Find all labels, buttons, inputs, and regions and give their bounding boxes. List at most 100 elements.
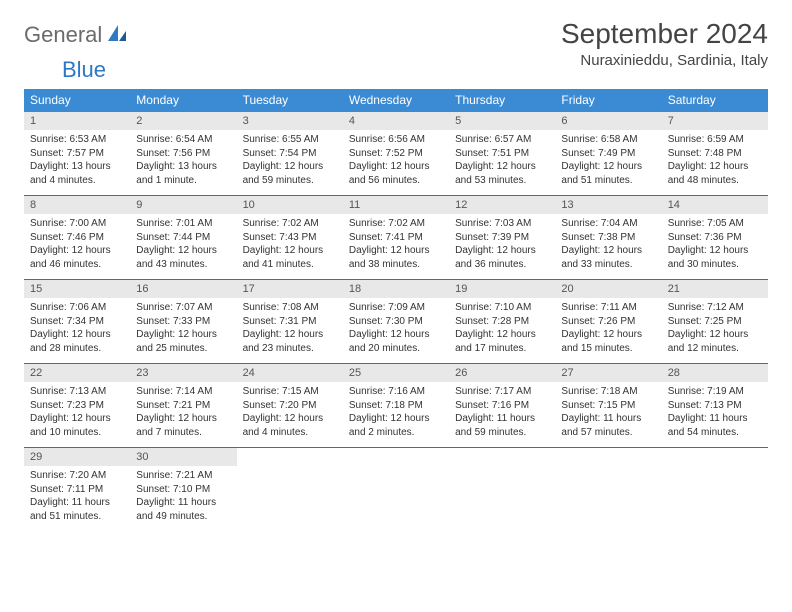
day-cell: Sunrise: 7:00 AMSunset: 7:46 PMDaylight:… — [24, 214, 130, 280]
sunset-text: Sunset: 7:23 PM — [30, 399, 124, 413]
dow-monday: Monday — [130, 89, 236, 112]
daylight-text: Daylight: 12 hours and 28 minutes. — [30, 328, 124, 355]
day-number: 24 — [237, 364, 343, 383]
sunrise-text: Sunrise: 6:58 AM — [561, 133, 655, 147]
day-number: 26 — [449, 364, 555, 383]
day-cell: Sunrise: 7:10 AMSunset: 7:28 PMDaylight:… — [449, 298, 555, 364]
week-data-row: Sunrise: 7:20 AMSunset: 7:11 PMDaylight:… — [24, 466, 768, 531]
week-daynum-row: 2930 — [24, 448, 768, 467]
week-daynum-row: 22232425262728 — [24, 364, 768, 383]
daylight-text: Daylight: 12 hours and 53 minutes. — [455, 160, 549, 187]
empty-cell — [662, 448, 768, 467]
daylight-text: Daylight: 12 hours and 4 minutes. — [243, 412, 337, 439]
day-cell: Sunrise: 7:01 AMSunset: 7:44 PMDaylight:… — [130, 214, 236, 280]
day-cell: Sunrise: 7:21 AMSunset: 7:10 PMDaylight:… — [130, 466, 236, 531]
brand-text-part2: Blue — [62, 57, 106, 82]
brand-text-part2-wrap: Blue — [62, 57, 792, 83]
sunrise-text: Sunrise: 7:01 AM — [136, 217, 230, 231]
sunrise-text: Sunrise: 7:08 AM — [243, 301, 337, 315]
day-number: 12 — [449, 196, 555, 215]
dow-thursday: Thursday — [449, 89, 555, 112]
sunrise-text: Sunrise: 7:21 AM — [136, 469, 230, 483]
sunset-text: Sunset: 7:34 PM — [30, 315, 124, 329]
day-number: 13 — [555, 196, 661, 215]
day-number: 15 — [24, 280, 130, 299]
day-cell: Sunrise: 7:13 AMSunset: 7:23 PMDaylight:… — [24, 382, 130, 448]
empty-cell — [343, 448, 449, 467]
sunrise-text: Sunrise: 6:53 AM — [30, 133, 124, 147]
daylight-text: Daylight: 13 hours and 1 minute. — [136, 160, 230, 187]
day-number: 7 — [662, 112, 768, 130]
sunrise-text: Sunrise: 7:09 AM — [349, 301, 443, 315]
daylight-text: Daylight: 11 hours and 59 minutes. — [455, 412, 549, 439]
day-number: 6 — [555, 112, 661, 130]
sunset-text: Sunset: 7:39 PM — [455, 231, 549, 245]
day-number: 18 — [343, 280, 449, 299]
daylight-text: Daylight: 12 hours and 10 minutes. — [30, 412, 124, 439]
brand-logo: General — [24, 18, 130, 48]
week-daynum-row: 891011121314 — [24, 196, 768, 215]
sunrise-text: Sunrise: 6:54 AM — [136, 133, 230, 147]
sunrise-text: Sunrise: 7:03 AM — [455, 217, 549, 231]
day-number: 22 — [24, 364, 130, 383]
empty-cell — [555, 448, 661, 467]
sunset-text: Sunset: 7:15 PM — [561, 399, 655, 413]
day-cell: Sunrise: 7:07 AMSunset: 7:33 PMDaylight:… — [130, 298, 236, 364]
sunset-text: Sunset: 7:51 PM — [455, 147, 549, 161]
sunrise-text: Sunrise: 7:05 AM — [668, 217, 762, 231]
daylight-text: Daylight: 13 hours and 4 minutes. — [30, 160, 124, 187]
day-number: 17 — [237, 280, 343, 299]
sunset-text: Sunset: 7:54 PM — [243, 147, 337, 161]
empty-cell — [662, 466, 768, 531]
daylight-text: Daylight: 12 hours and 38 minutes. — [349, 244, 443, 271]
sunset-text: Sunset: 7:56 PM — [136, 147, 230, 161]
daylight-text: Daylight: 11 hours and 54 minutes. — [668, 412, 762, 439]
dow-tuesday: Tuesday — [237, 89, 343, 112]
sunset-text: Sunset: 7:44 PM — [136, 231, 230, 245]
sunrise-text: Sunrise: 7:13 AM — [30, 385, 124, 399]
sunset-text: Sunset: 7:48 PM — [668, 147, 762, 161]
day-cell: Sunrise: 6:59 AMSunset: 7:48 PMDaylight:… — [662, 130, 768, 196]
sunset-text: Sunset: 7:36 PM — [668, 231, 762, 245]
sunrise-text: Sunrise: 7:19 AM — [668, 385, 762, 399]
day-number: 27 — [555, 364, 661, 383]
daylight-text: Daylight: 12 hours and 20 minutes. — [349, 328, 443, 355]
day-number: 16 — [130, 280, 236, 299]
sunset-text: Sunset: 7:31 PM — [243, 315, 337, 329]
sunrise-text: Sunrise: 7:02 AM — [243, 217, 337, 231]
day-number: 20 — [555, 280, 661, 299]
sunrise-text: Sunrise: 7:16 AM — [349, 385, 443, 399]
daylight-text: Daylight: 12 hours and 56 minutes. — [349, 160, 443, 187]
daylight-text: Daylight: 12 hours and 43 minutes. — [136, 244, 230, 271]
sunset-text: Sunset: 7:13 PM — [668, 399, 762, 413]
sunrise-text: Sunrise: 6:59 AM — [668, 133, 762, 147]
daylight-text: Daylight: 12 hours and 2 minutes. — [349, 412, 443, 439]
week-data-row: Sunrise: 6:53 AMSunset: 7:57 PMDaylight:… — [24, 130, 768, 196]
empty-cell — [343, 466, 449, 531]
sunrise-text: Sunrise: 7:17 AM — [455, 385, 549, 399]
week-daynum-row: 15161718192021 — [24, 280, 768, 299]
sunrise-text: Sunrise: 7:15 AM — [243, 385, 337, 399]
sunset-text: Sunset: 7:52 PM — [349, 147, 443, 161]
sunset-text: Sunset: 7:49 PM — [561, 147, 655, 161]
day-cell: Sunrise: 7:05 AMSunset: 7:36 PMDaylight:… — [662, 214, 768, 280]
empty-cell — [449, 448, 555, 467]
day-number: 4 — [343, 112, 449, 130]
month-title: September 2024 — [561, 18, 768, 50]
sunrise-text: Sunrise: 7:10 AM — [455, 301, 549, 315]
sunset-text: Sunset: 7:18 PM — [349, 399, 443, 413]
sunset-text: Sunset: 7:30 PM — [349, 315, 443, 329]
sunset-text: Sunset: 7:41 PM — [349, 231, 443, 245]
sunrise-text: Sunrise: 7:14 AM — [136, 385, 230, 399]
day-number: 3 — [237, 112, 343, 130]
sunrise-text: Sunrise: 6:56 AM — [349, 133, 443, 147]
day-number: 10 — [237, 196, 343, 215]
daylight-text: Daylight: 12 hours and 36 minutes. — [455, 244, 549, 271]
week-data-row: Sunrise: 7:00 AMSunset: 7:46 PMDaylight:… — [24, 214, 768, 280]
day-cell: Sunrise: 6:56 AMSunset: 7:52 PMDaylight:… — [343, 130, 449, 196]
sunrise-text: Sunrise: 7:00 AM — [30, 217, 124, 231]
day-number: 21 — [662, 280, 768, 299]
brand-sail-icon — [106, 23, 128, 48]
sunset-text: Sunset: 7:10 PM — [136, 483, 230, 497]
sunrise-text: Sunrise: 6:55 AM — [243, 133, 337, 147]
